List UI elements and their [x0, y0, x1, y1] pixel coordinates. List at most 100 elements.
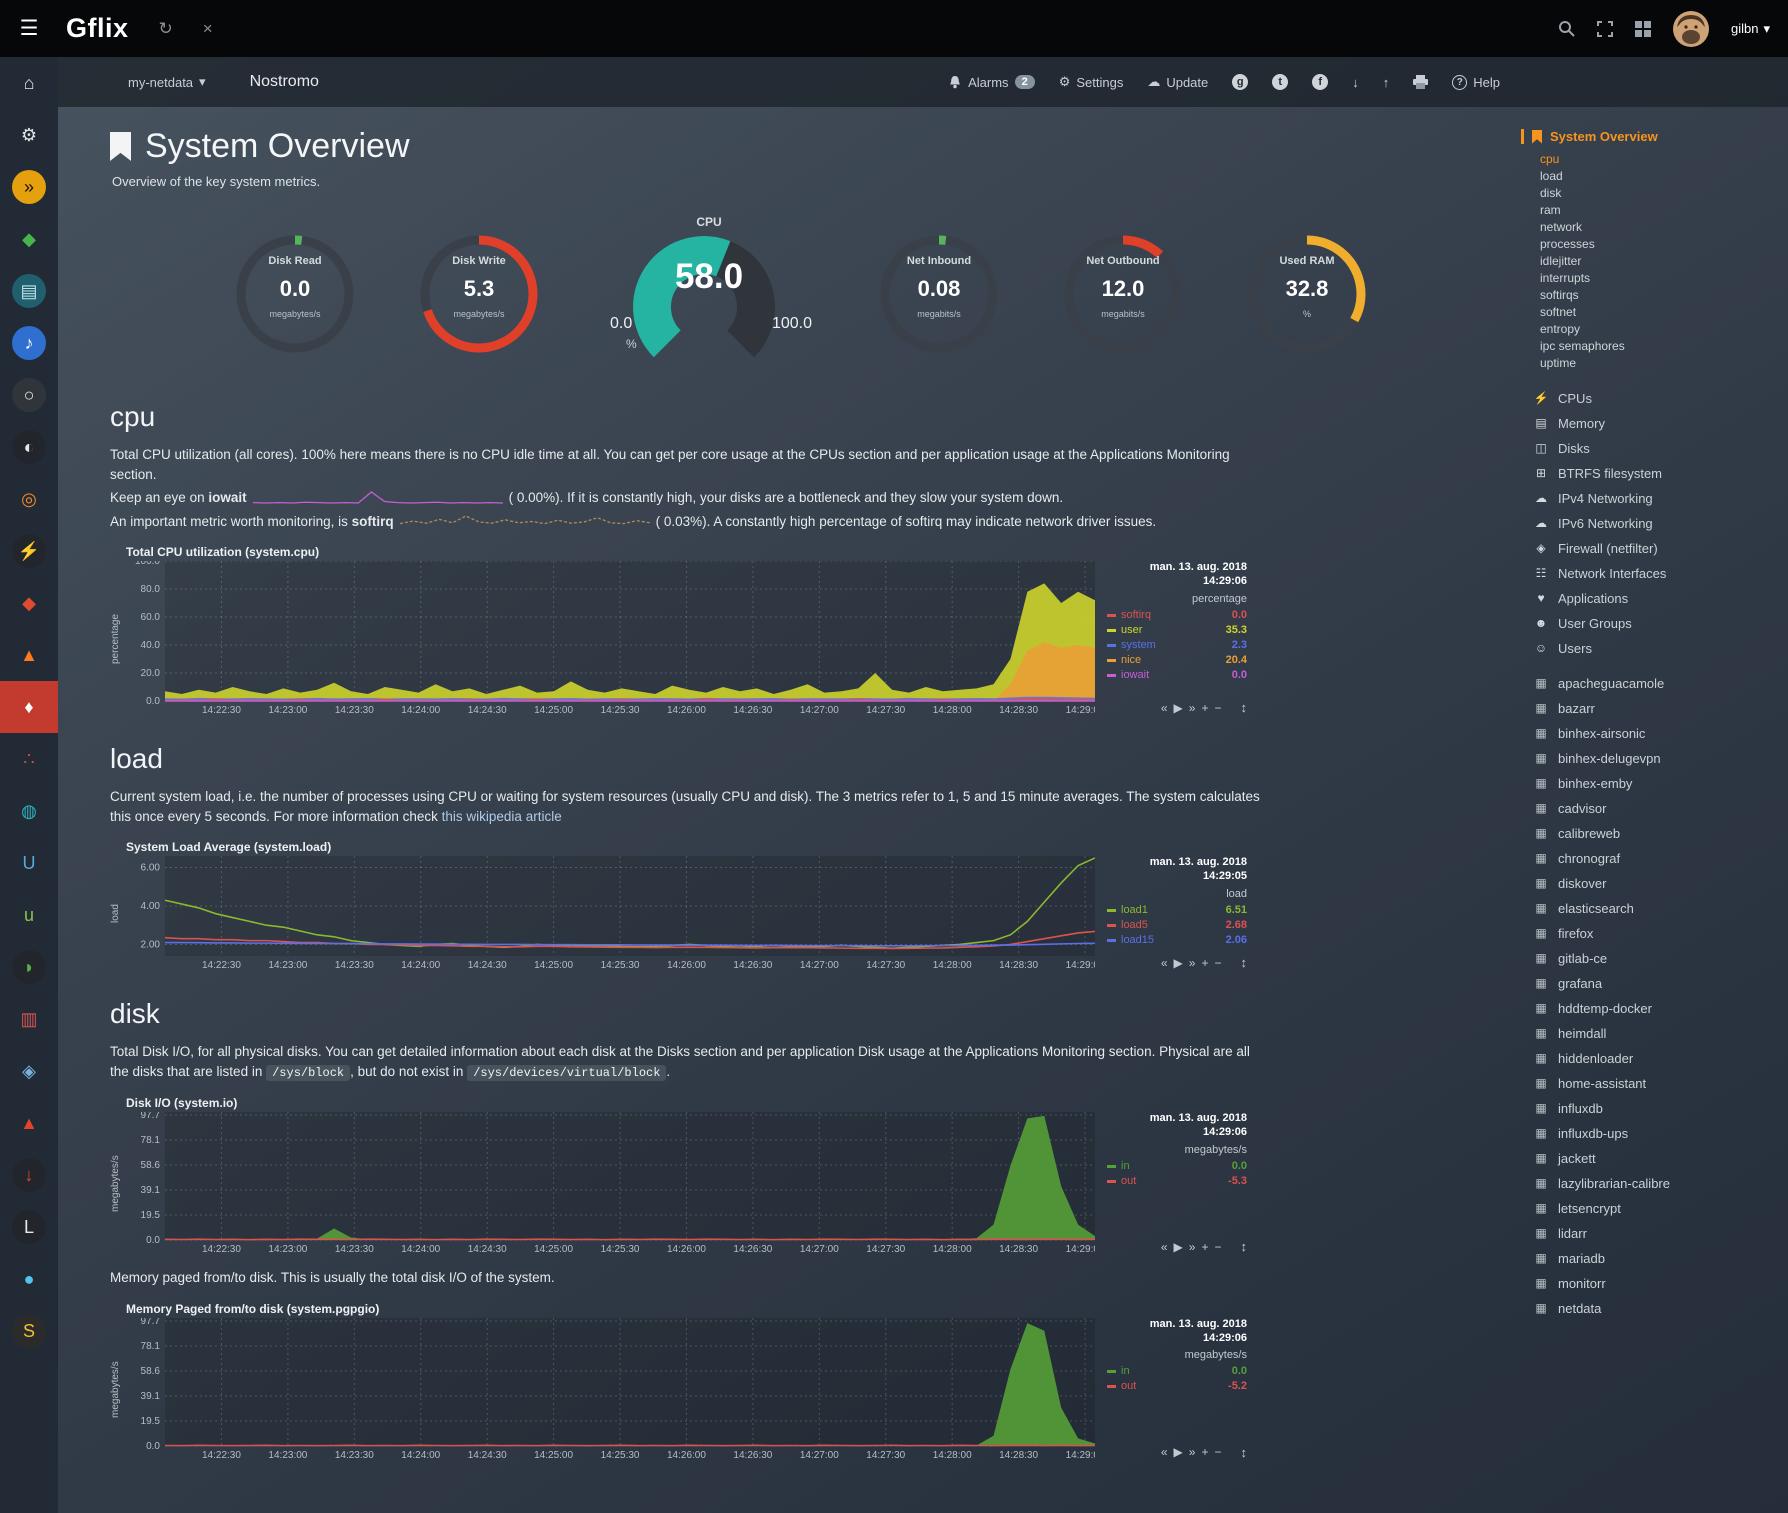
close-icon[interactable]: ×	[202, 18, 213, 38]
toc-section[interactable]: ☺ Users	[1532, 636, 1780, 661]
rail-app-shortcut[interactable]: ⚙	[0, 109, 58, 161]
chart-control-button[interactable]: −	[1211, 701, 1224, 715]
rail-app-shortcut[interactable]: ◐	[0, 421, 58, 473]
fullscreen-icon[interactable]	[1597, 20, 1613, 37]
toc-app-item[interactable]: ▦ heimdall	[1532, 1021, 1780, 1046]
rail-app-shortcut[interactable]: ♦	[0, 681, 58, 733]
rail-app-shortcut[interactable]: ◆	[0, 213, 58, 265]
alarms-button[interactable]: Alarms 2	[948, 75, 1035, 90]
rail-app-shortcut[interactable]: ◎	[0, 473, 58, 525]
app-brand[interactable]: Gflix	[66, 13, 129, 43]
toc-section[interactable]: ▤ Memory	[1532, 411, 1780, 436]
chart-control-button[interactable]: »	[1186, 701, 1199, 715]
toc-app-item[interactable]: ▦ elasticsearch	[1532, 896, 1780, 921]
legend-item[interactable]: in 0.0	[1107, 1159, 1247, 1174]
toc-section[interactable]: ⚡ CPUs	[1532, 386, 1780, 411]
rail-app-shortcut[interactable]: ▥	[0, 993, 58, 1045]
toc-app-item[interactable]: ▦ netdata	[1532, 1296, 1780, 1321]
chart-control-button[interactable]: ▶	[1171, 1240, 1186, 1254]
toc-section[interactable]: ☁ IPv6 Networking	[1532, 511, 1780, 536]
apps-grid-icon[interactable]	[1635, 20, 1651, 37]
chart-control-button[interactable]: +	[1198, 956, 1211, 970]
chart-control-button[interactable]: +	[1198, 701, 1211, 715]
chart-control-button[interactable]: «	[1158, 701, 1171, 715]
legend-item[interactable]: load15 2.06	[1107, 933, 1247, 948]
user-menu[interactable]: gilbn ▾	[1731, 21, 1770, 37]
rail-app-shortcut[interactable]: ↓	[0, 1149, 58, 1201]
toc-app-item[interactable]: ▦ mariadb	[1532, 1246, 1780, 1271]
toc-subitem[interactable]: ipc semaphores	[1540, 339, 1625, 353]
twitter-button[interactable]: t	[1272, 74, 1289, 90]
rail-app-shortcut[interactable]: ∴	[0, 733, 58, 785]
avatar[interactable]	[1673, 10, 1709, 47]
toc-subitem[interactable]: softnet	[1540, 305, 1577, 319]
toc-app-item[interactable]: ▦ hddtemp-docker	[1532, 996, 1780, 1021]
rail-app-shortcut[interactable]: ▲	[0, 629, 58, 681]
toc-app-item[interactable]: ▦ diskover	[1532, 871, 1780, 896]
toc-section[interactable]: ☷ Network Interfaces	[1532, 561, 1780, 586]
toc-app-item[interactable]: ▦ apacheguacamole	[1532, 671, 1780, 696]
toc-app-item[interactable]: ▦ jackett	[1532, 1146, 1780, 1171]
github-button[interactable]: g	[1232, 74, 1249, 90]
print-button[interactable]	[1413, 75, 1429, 89]
rail-app-shortcut[interactable]: ▲	[0, 1097, 58, 1149]
rail-app-shortcut[interactable]: u	[0, 889, 58, 941]
gauge-used-ram[interactable]: Used RAM 32.8 %	[1242, 229, 1372, 361]
toc-subitem[interactable]: processes	[1540, 237, 1595, 251]
toc-subitem[interactable]: network	[1540, 220, 1583, 234]
toc-subitem[interactable]: entropy	[1540, 322, 1581, 336]
chart-control-button[interactable]: ▶	[1171, 956, 1186, 970]
search-icon[interactable]	[1558, 20, 1575, 37]
toc-subitem[interactable]: interrupts	[1540, 271, 1591, 285]
rail-app-shortcut[interactable]: ○	[0, 369, 58, 421]
toc-app-item[interactable]: ▦ calibreweb	[1532, 821, 1780, 846]
toc-section[interactable]: ♥ Applications	[1532, 586, 1780, 611]
chart-control-button[interactable]: «	[1158, 956, 1171, 970]
chart-control-button[interactable]: −	[1211, 1445, 1224, 1459]
legend-item[interactable]: iowait 0.0	[1107, 668, 1247, 683]
chart-control-button[interactable]: »	[1186, 956, 1199, 970]
rail-app-shortcut[interactable]: ⌂	[0, 57, 58, 109]
chart-control-button[interactable]: «	[1158, 1445, 1171, 1459]
load-chart-plot[interactable]: 6.00 4.00 2.00 14:22:30 14:23:00 14:23:30 14:2…	[125, 856, 1095, 972]
chart-resize-handle[interactable]: ↕	[1240, 1444, 1248, 1460]
toc-section[interactable]: ☻ User Groups	[1532, 611, 1780, 636]
toc-section[interactable]: ◫ Disks	[1532, 436, 1780, 461]
toc-subitem[interactable]: uptime	[1540, 356, 1577, 370]
hamburger-menu-icon[interactable]: ☰	[19, 17, 39, 40]
toc-app-item[interactable]: ▦ lazylibrarian-calibre	[1532, 1171, 1780, 1196]
disk-chart-plot[interactable]: 97.7 78.1 58.6 39.1 19.5 0.0 14:22:30 14:23:00 1…	[125, 1112, 1095, 1256]
toc-subitem[interactable]: disk	[1540, 186, 1562, 200]
chart-control-button[interactable]: ▶	[1171, 1445, 1186, 1459]
legend-item[interactable]: nice 20.4	[1107, 653, 1247, 668]
toc-app-item[interactable]: ▦ chronograf	[1532, 846, 1780, 871]
chart-resize-handle[interactable]: ↕	[1240, 1239, 1248, 1255]
chart-control-button[interactable]: ▶	[1171, 701, 1186, 715]
toc-app-item[interactable]: ▦ hiddenloader	[1532, 1046, 1780, 1071]
toc-section[interactable]: ☁ IPv4 Networking	[1532, 486, 1780, 511]
rail-app-shortcut[interactable]: ◈	[0, 1045, 58, 1097]
toc-app-item[interactable]: ▦ lidarr	[1532, 1221, 1780, 1246]
import-button[interactable]: ↑	[1383, 75, 1390, 90]
chart-control-button[interactable]: «	[1158, 1240, 1171, 1254]
wikipedia-link[interactable]: this wikipedia article	[441, 808, 562, 824]
rail-app-shortcut[interactable]: ◍	[0, 785, 58, 837]
toc-subitem[interactable]: ram	[1540, 203, 1561, 217]
toc-app-item[interactable]: ▦ letsencrypt	[1532, 1196, 1780, 1221]
gauge-net-inbound[interactable]: Net Inbound 0.08 megabits/s	[874, 229, 1004, 361]
legend-item[interactable]: user 35.3	[1107, 623, 1247, 638]
toc-app-item[interactable]: ▦ influxdb-ups	[1532, 1121, 1780, 1146]
rail-app-shortcut[interactable]: L	[0, 1201, 58, 1253]
toc-section[interactable]: ⊞ BTRFS filesystem	[1532, 461, 1780, 486]
export-button[interactable]: ↓	[1352, 75, 1359, 90]
legend-item[interactable]: in 0.0	[1107, 1364, 1247, 1379]
rail-app-shortcut[interactable]: ♪	[0, 317, 58, 369]
toc-app-item[interactable]: ▦ cadvisor	[1532, 796, 1780, 821]
toc-app-item[interactable]: ▦ binhex-airsonic	[1532, 721, 1780, 746]
rail-app-shortcut[interactable]: ◗	[0, 941, 58, 993]
chart-resize-handle[interactable]: ↕	[1240, 700, 1248, 716]
legend-item[interactable]: out -5.3	[1107, 1174, 1247, 1189]
chart-control-button[interactable]: −	[1211, 1240, 1224, 1254]
update-button[interactable]: ☁ Update	[1147, 74, 1208, 90]
legend-item[interactable]: softirq 0.0	[1107, 608, 1247, 623]
